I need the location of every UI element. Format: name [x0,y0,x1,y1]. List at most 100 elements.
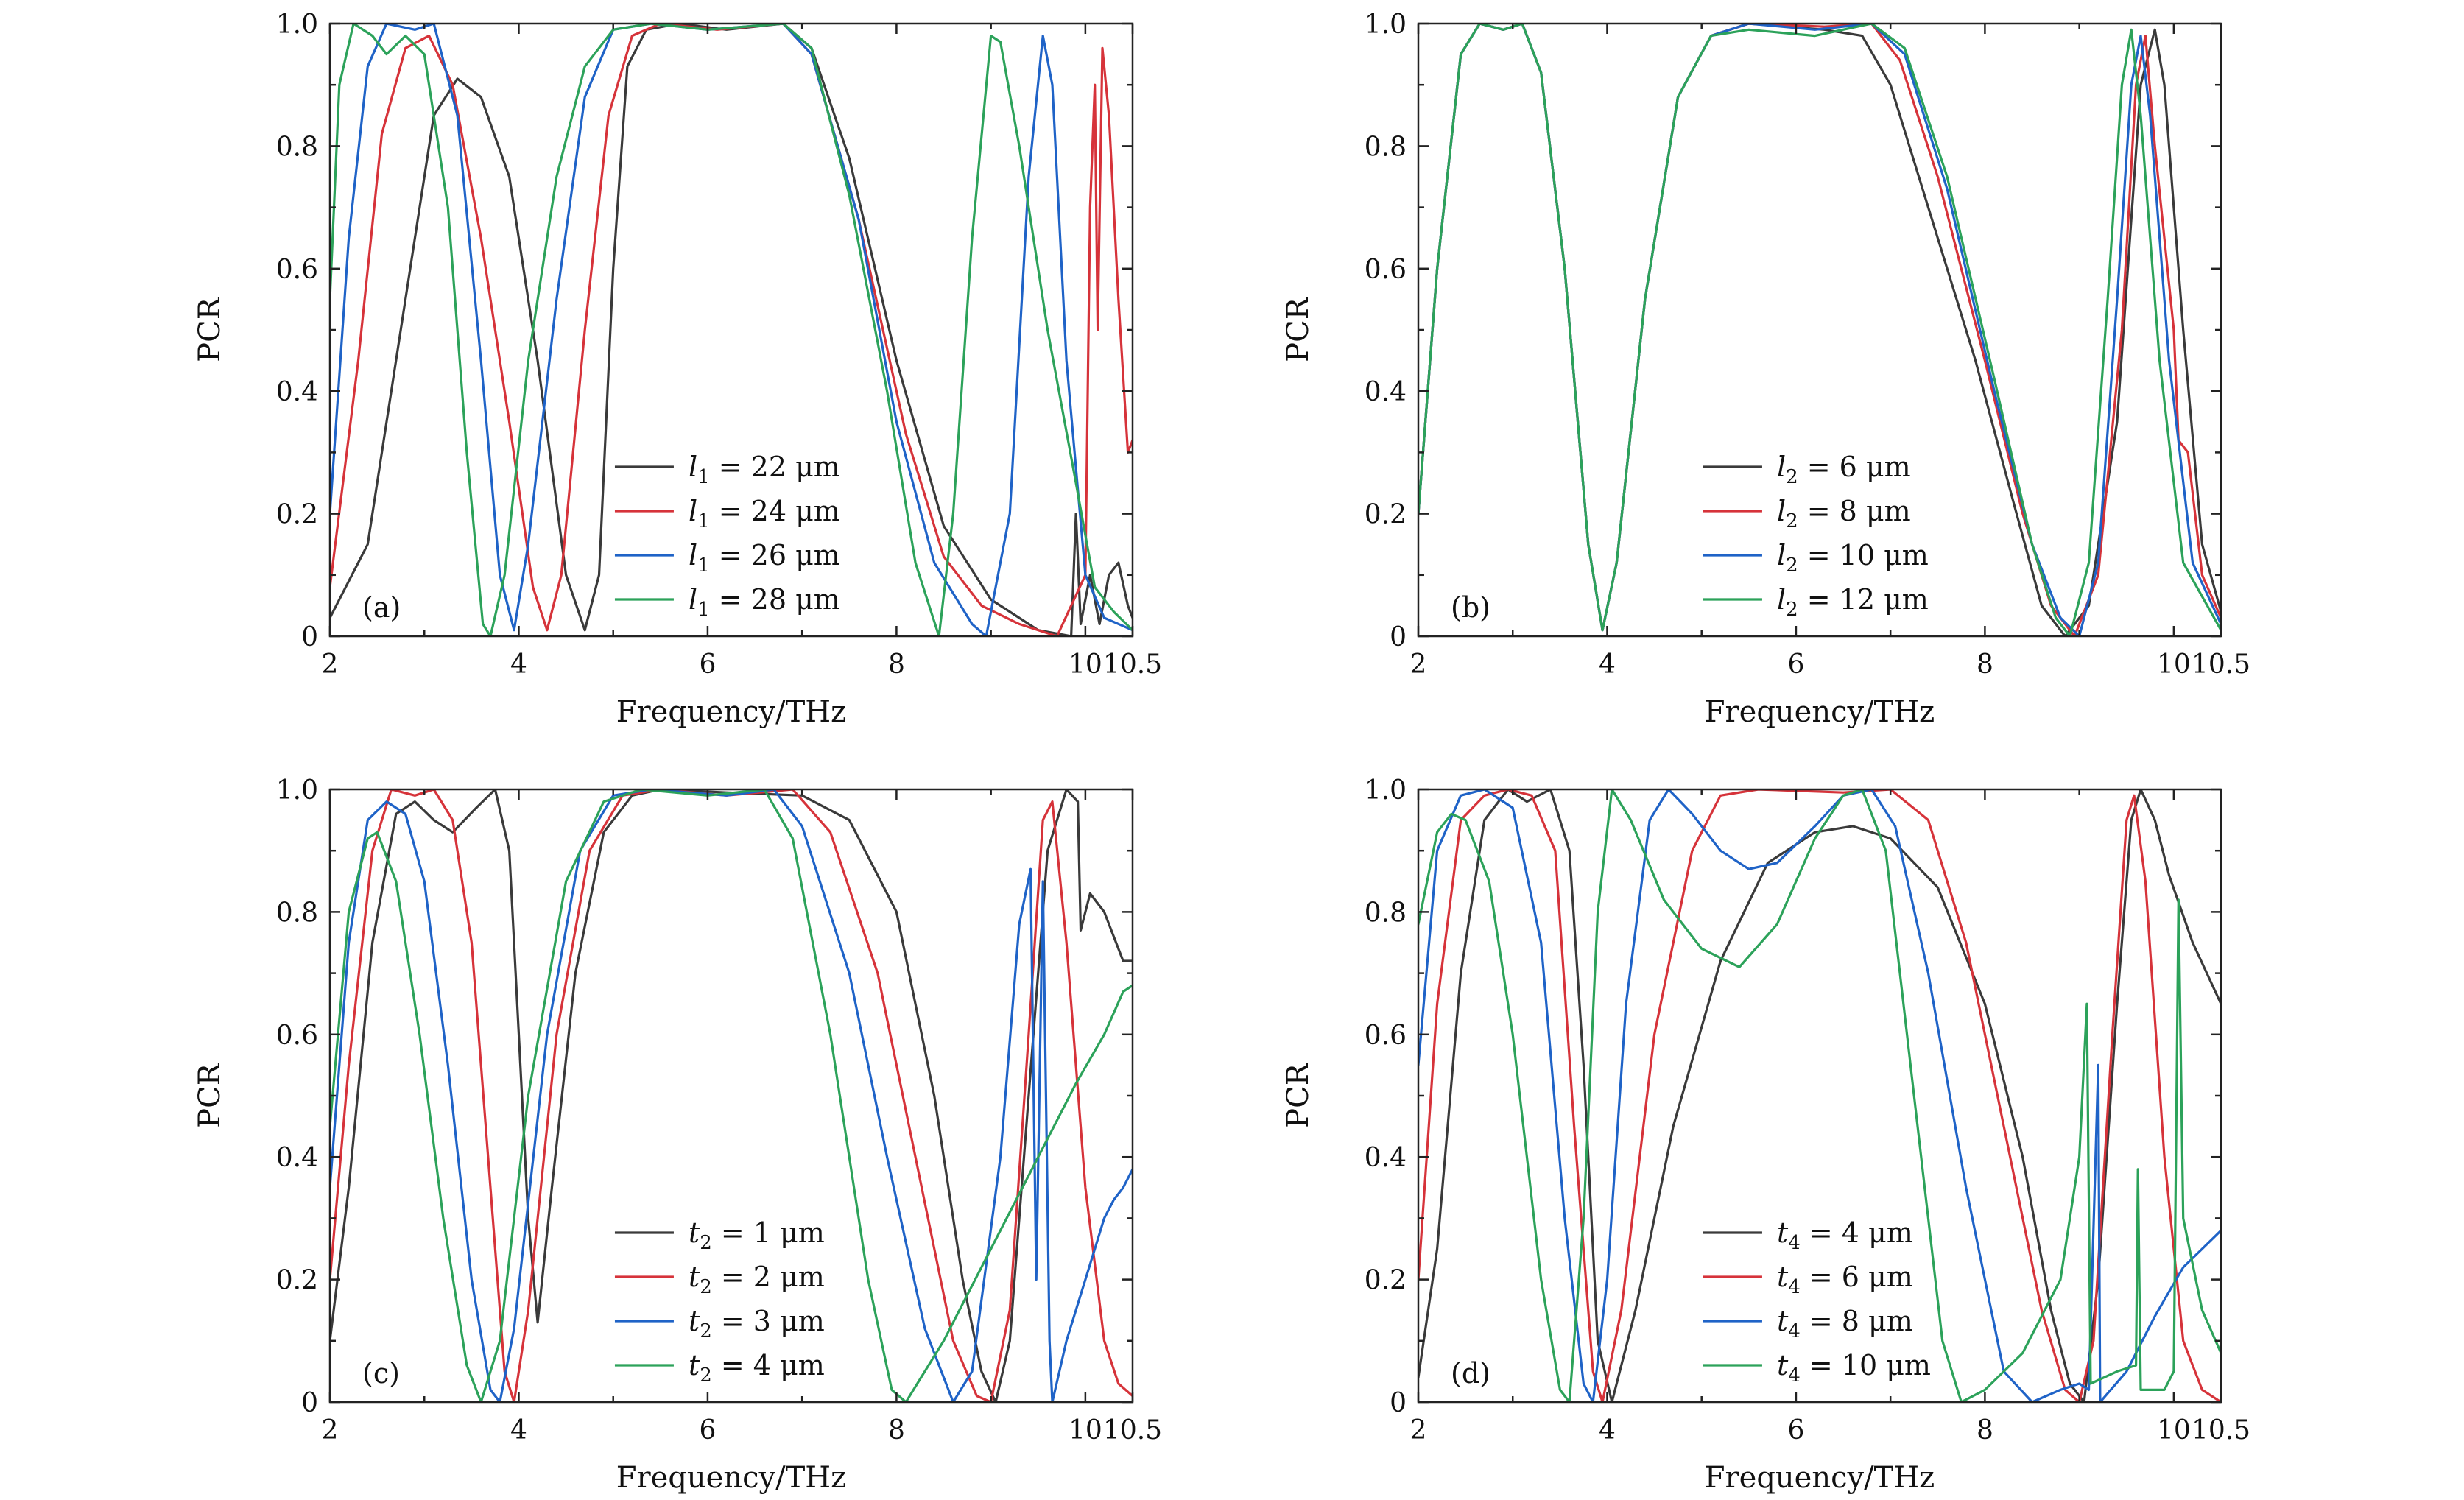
x-tick-label: 2 [1410,649,1427,680]
x-axis-label: Frequency/THz [1705,1461,1935,1495]
y-tick-label: 0.6 [276,1021,318,1051]
panel-label: (c) [362,1357,400,1390]
legend-rest: = 28 μm [710,583,840,616]
legend-rest: = 2 μm [712,1261,825,1293]
legend-entry: t4 = 4 μm [1777,1216,1913,1254]
legend-var: t [1777,1216,1789,1249]
legend-sub: 1 [697,510,710,532]
x-tick-label: 6 [699,649,716,680]
legend-var: l [689,495,697,527]
x-tick-label: 4 [510,1415,527,1446]
legend-rest: = 4 μm [712,1349,825,1381]
x-tick-label: 10 [2157,1415,2191,1446]
legend-entry: t4 = 6 μm [1777,1261,1913,1298]
legend-entry: t2 = 2 μm [689,1261,825,1298]
legend-sub: 1 [697,554,710,577]
legend-sub: 2 [1786,599,1798,621]
y-tick-label: 1.0 [276,10,318,40]
y-axis-label: PCR [193,1062,227,1128]
x-tick-label: 4 [1599,1415,1616,1446]
legend-rest: = 24 μm [710,495,840,527]
y-tick-label: 0.4 [276,1143,318,1173]
y-tick-label: 0 [1390,622,1407,652]
legend-rest: = 4 μm [1801,1216,1913,1249]
legend-rest: = 22 μm [710,451,840,483]
y-tick-label: 0 [301,622,318,652]
legend-var: l [1777,583,1786,616]
legend-entry: l2 = 10 μm [1777,539,1929,577]
x-tick-label: 10.5 [1103,1415,1162,1446]
series-line-t4-4 [1418,789,2221,1402]
legend-rest: = 12 μm [1798,583,1929,616]
x-tick-label: 10.5 [1103,649,1162,680]
y-tick-label: 0.6 [1365,1021,1407,1051]
series-group [330,789,1133,1402]
legend-entry: l2 = 8 μm [1777,495,1911,532]
legend-var: l [1777,495,1786,527]
y-tick-label: 0.2 [276,1266,318,1296]
series-line-l1-4 [330,24,1133,636]
x-tick-label: 10 [1069,1415,1102,1446]
x-tick-label: 2 [1410,1415,1427,1446]
x-tick-label: 10 [2157,649,2191,680]
x-tick-label: 2 [322,649,339,680]
legend-var: t [1777,1349,1789,1381]
series-line-l2-3 [1418,24,2221,636]
legend-sub: 2 [700,1365,712,1387]
y-tick-label: 0.6 [1365,255,1407,285]
x-tick-label: 8 [888,649,905,680]
series-group [1418,789,2221,1402]
y-tick-label: 1.0 [1365,10,1407,40]
y-tick-label: 0.4 [276,377,318,407]
legend-sub: 4 [1788,1276,1801,1298]
y-tick-label: 0.2 [1365,1266,1407,1296]
legend-var: l [689,451,697,483]
panel-label: (a) [362,591,401,624]
legend-rest: = 3 μm [712,1305,825,1337]
x-tick-label: 6 [1787,649,1804,680]
legend-entry: t4 = 8 μm [1777,1305,1913,1342]
legend-rest: = 8 μm [1798,495,1911,527]
series-line-t2-4 [330,789,1133,1402]
series-line-t4-1 [1418,789,2221,1402]
y-tick-label: 0 [1390,1388,1407,1418]
y-tick-label: 0.8 [276,132,318,162]
legend-sub: 2 [1786,554,1798,577]
legend-var: l [689,583,697,616]
x-axis-label: Frequency/THz [616,695,846,729]
y-tick-label: 0 [301,1388,318,1418]
x-tick-label: 6 [1787,1415,1804,1446]
y-axis-label: PCR [1281,296,1315,362]
legend-var: l [689,539,697,571]
legend-var: l [1777,539,1786,571]
x-tick-label: 6 [699,1415,716,1446]
y-axis-label: PCR [193,296,227,362]
legend-rest: = 6 μm [1801,1261,1913,1293]
y-tick-label: 0.6 [276,255,318,285]
y-tick-label: 1.0 [1365,775,1407,806]
legend-entry: l1 = 22 μm [689,451,840,488]
y-tick-label: 0.8 [1365,898,1407,928]
x-axis-label: Frequency/THz [1705,695,1935,729]
legend-entry: l1 = 28 μm [689,583,840,621]
y-axis-label: PCR [1281,1062,1315,1128]
x-tick-label: 4 [1599,649,1616,680]
series-group [1418,24,2221,636]
series-line-t2-3 [330,789,1133,1402]
y-tick-label: 0.4 [1365,1143,1407,1173]
panel-d: 2 4 6 8 10 10.5 0 0.2 0.4 0.6 0.8 1.0 Frequency/THz P… [1281,775,2250,1495]
legend-sub: 4 [1788,1232,1801,1254]
y-tick-label: 0.2 [1365,500,1407,530]
legend-rest: = 8 μm [1801,1305,1913,1337]
legend-sub: 2 [1786,466,1798,488]
panel-a: 2 4 6 8 10 10.5 0 0.2 0.4 0.6 0.8 1.0 Frequency/THz P… [193,10,1162,729]
legend-entry: l1 = 26 μm [689,539,840,577]
legend-var: t [689,1349,700,1381]
legend-entry: t2 = 4 μm [689,1349,825,1387]
legend-rest: = 6 μm [1798,451,1911,483]
panel-label: (d) [1451,1357,1490,1390]
legend-sub: 2 [700,1232,712,1254]
